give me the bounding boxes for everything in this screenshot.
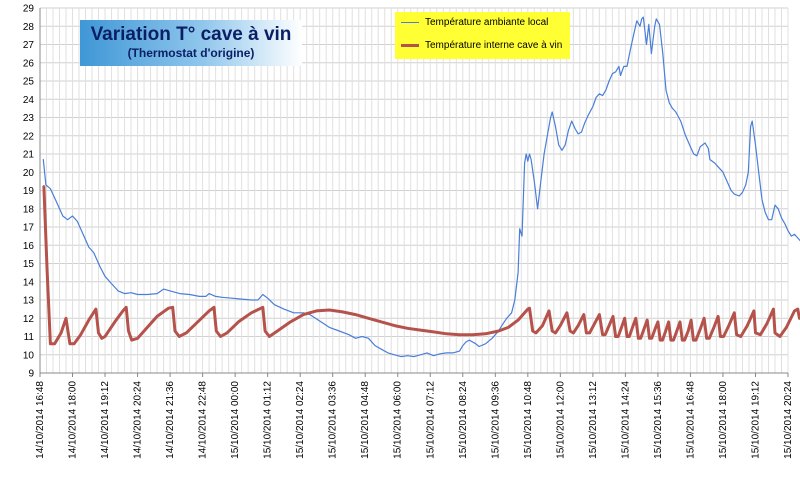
x-tick-label: 15/10/2014 01:12 [263,381,274,459]
y-tick-label: 19 [23,186,35,197]
y-tick-label: 14 [23,277,35,288]
x-tick-label: 15/10/2014 02:24 [295,381,306,459]
series-line-ambiante [42,16,800,358]
legend: Température ambiante local Température i… [395,12,570,59]
y-tick-label: 18 [23,204,35,215]
y-tick-label: 10 [23,350,35,361]
y-tick-label: 27 [23,40,35,51]
y-axis: 9 10 11 12 13 14 15 16 17 18 19 20 21 22 23 24 25 26 27 28 2… [23,4,35,380]
x-tick-label: 15/10/2014 12:00 [555,381,566,459]
series-layer [42,16,800,358]
x-tick-label: 15/10/2014 13:12 [588,381,599,459]
y-tick-label: 11 [24,332,35,343]
x-tick-label: 14/10/2014 19:12 [100,381,111,459]
x-tick-label: 14/10/2014 20:24 [133,381,144,459]
x-tick-label: 15/10/2014 06:00 [393,381,404,459]
y-tick-label: 12 [23,314,35,325]
y-tick-label: 22 [23,131,35,142]
y-tick-label: 13 [23,296,35,307]
y-tick-label: 29 [23,4,35,15]
y-tick-label: 9 [28,369,34,380]
y-tick-label: 17 [23,223,35,234]
legend-label-interne: Température interne cave à vin [425,40,563,51]
grid [39,7,789,374]
y-tick-label: 26 [23,58,35,69]
series-line-interne [42,185,800,346]
x-axis: 14/10/2014 16:48 14/10/2014 18:00 14/10/20… [35,8,794,459]
x-tick-label: 14/10/2014 22:48 [198,381,209,459]
x-tick-label: 14/10/2014 18:00 [68,381,79,459]
y-tick-label: 21 [23,150,35,161]
x-tick-label: 15/10/2014 15:36 [653,381,664,459]
y-tick-label: 15 [23,259,35,270]
x-tick-label: 15/10/2014 04:48 [360,381,371,459]
x-tick-label: 15/10/2014 10:48 [523,381,534,459]
x-tick-label: 15/10/2014 19:12 [750,381,761,459]
legend-swatch-ambiante [401,22,419,23]
y-tick-label: 20 [23,168,35,179]
x-tick-label: 14/10/2014 16:48 [35,381,46,459]
y-tick-label: 24 [23,95,35,106]
y-tick-label: 25 [23,77,35,88]
y-tick-label: 16 [23,241,35,252]
x-tick-label: 15/10/2014 03:36 [328,381,339,459]
chart-title-box: Variation T° cave à vin (Thermostat d'or… [80,20,302,66]
x-tick-label: 15/10/2014 16:48 [685,381,696,459]
y-tick-label: 23 [23,113,35,124]
x-tick-label: 15/10/2014 09:36 [490,381,501,459]
x-tick-label: 14/10/2014 21:36 [165,381,176,459]
chart-title: Variation T° cave à vin [90,24,292,45]
x-tick-label: 15/10/2014 00:00 [230,381,241,459]
x-tick-label: 15/10/2014 08:24 [458,381,469,459]
legend-entry-ambiante: Température ambiante local [401,17,548,28]
x-tick-label: 15/10/2014 07:12 [425,381,436,459]
y-tick-label: 28 [23,22,35,33]
legend-label-ambiante: Température ambiante local [425,17,549,28]
x-tick-label: 15/10/2014 20:24 [783,381,794,459]
legend-swatch-interne [401,44,419,47]
x-tick-label: 15/10/2014 18:00 [718,381,729,459]
chart-subtitle: (Thermostat d'origine) [127,46,255,60]
legend-entry-interne: Température interne cave à vin [401,40,562,51]
x-tick-label: 15/10/2014 14:24 [620,381,631,459]
